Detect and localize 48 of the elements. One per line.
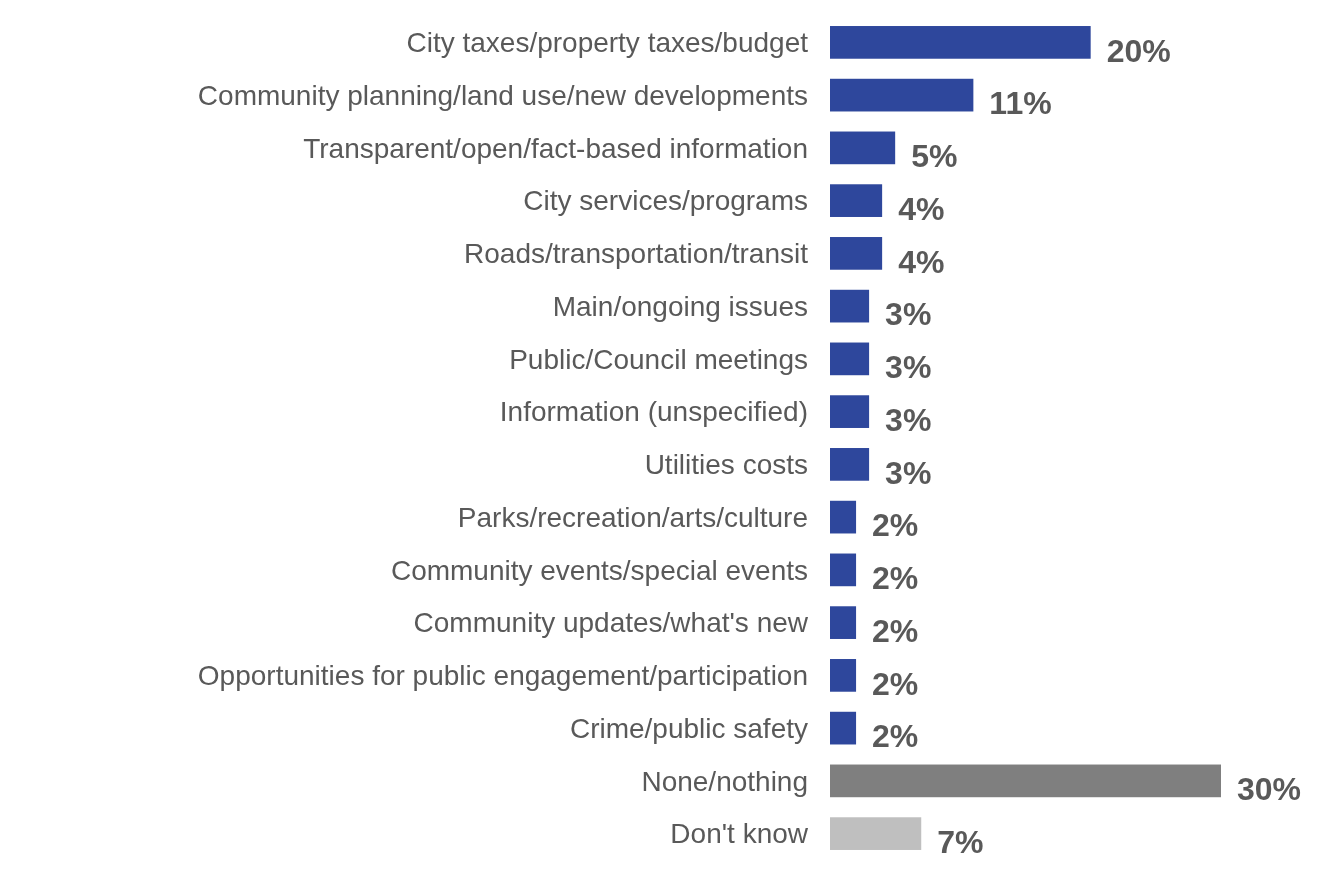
y-tick-label: Information (unspecified) bbox=[499, 396, 808, 428]
y-tick-label: Public/Council meetings bbox=[509, 343, 808, 375]
bar bbox=[830, 342, 870, 376]
y-tick-label: Community events/special events bbox=[390, 554, 808, 586]
y-tick-label: Don't know bbox=[670, 818, 809, 850]
bar bbox=[830, 78, 974, 112]
y-tick-label: Parks/recreation/arts/culture bbox=[457, 501, 808, 533]
data-label: 3% bbox=[885, 349, 932, 386]
bar bbox=[830, 237, 883, 270]
data-label: 30% bbox=[1237, 771, 1302, 808]
data-label: 2% bbox=[872, 718, 919, 755]
data-label: 3% bbox=[885, 401, 932, 438]
bar bbox=[830, 289, 870, 323]
bar bbox=[830, 553, 857, 587]
data-label: 2% bbox=[872, 612, 919, 649]
y-tick-label: Main/ongoing issues bbox=[552, 290, 808, 322]
y-tick-label: City taxes/property taxes/budget bbox=[406, 27, 809, 59]
y-tick-label: Opportunities for public engagement/participation bbox=[197, 660, 808, 692]
data-label: 7% bbox=[937, 823, 984, 860]
bar bbox=[830, 184, 883, 217]
data-label: 2% bbox=[872, 507, 919, 544]
bar bbox=[830, 659, 857, 692]
y-tick-label: Community planning/land use/new developments bbox=[197, 79, 808, 111]
data-label: 4% bbox=[898, 190, 945, 227]
data-label: 2% bbox=[872, 665, 919, 702]
bar bbox=[830, 817, 922, 850]
y-tick-label: None/nothing bbox=[641, 765, 808, 797]
y-tick-label: Transparent/open/fact-based information bbox=[303, 132, 808, 164]
bar bbox=[830, 764, 1221, 798]
bar bbox=[830, 26, 1091, 59]
data-label: 3% bbox=[885, 454, 932, 491]
y-tick-label: Roads/transportation/transit bbox=[464, 238, 809, 270]
bar bbox=[830, 395, 870, 428]
data-label: 20% bbox=[1106, 32, 1171, 69]
bar bbox=[830, 606, 857, 639]
bar bbox=[830, 500, 857, 534]
y-tick-label: City services/programs bbox=[523, 185, 808, 217]
y-tick-label: Utilities costs bbox=[644, 449, 808, 481]
y-tick-label: Crime/public safety bbox=[569, 712, 808, 744]
data-label: 5% bbox=[911, 138, 958, 175]
data-label: 2% bbox=[872, 560, 919, 597]
data-label: 11% bbox=[989, 85, 1052, 122]
bar bbox=[830, 131, 896, 165]
data-label: 3% bbox=[885, 296, 932, 333]
y-tick-label: Community updates/what's new bbox=[413, 607, 809, 639]
data-label: 4% bbox=[898, 243, 945, 280]
bar bbox=[830, 448, 870, 481]
bar bbox=[830, 711, 857, 745]
